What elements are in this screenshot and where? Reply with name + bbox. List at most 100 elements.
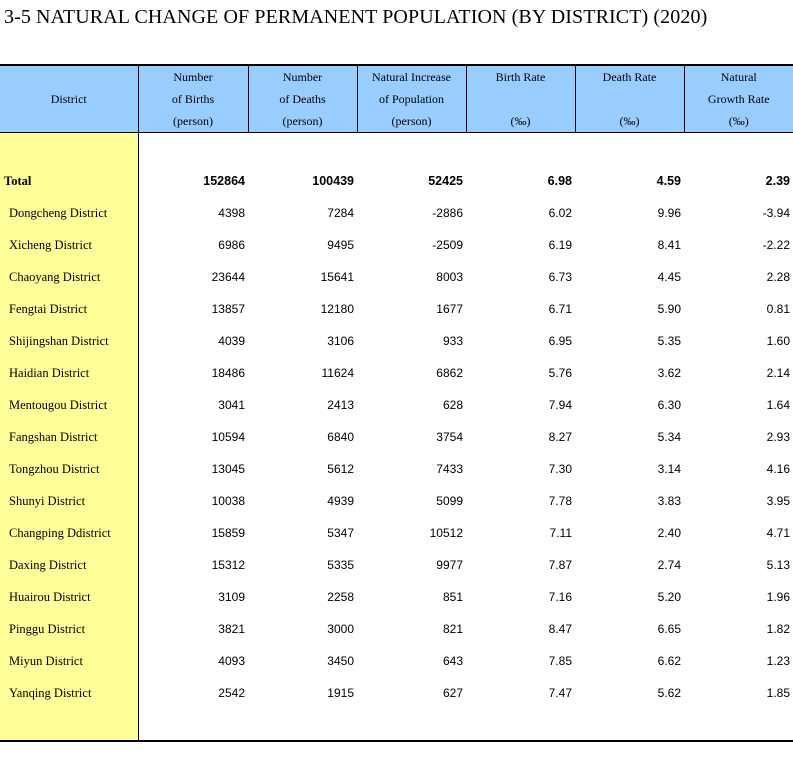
cell-deaths: 7284 xyxy=(327,206,354,220)
cell-increase: -2509 xyxy=(432,238,463,252)
cell-increase: 1677 xyxy=(436,302,463,316)
cell-deaths: 3450 xyxy=(327,654,354,668)
cell-increase: 851 xyxy=(442,590,463,604)
column-header-line: District xyxy=(50,92,87,106)
cell-births: 152864 xyxy=(203,174,245,188)
cell-births: 3041 xyxy=(218,398,245,412)
table-row: Miyun District 4093 3450 643 7.85 6.62 1.23 xyxy=(0,645,793,677)
table-row: Pinggu District 3821 3000 821 8.47 6.65 1.82 xyxy=(0,613,793,645)
cell-deaths: 15641 xyxy=(320,270,354,284)
cell-growth-rate: 1.23 xyxy=(766,654,790,668)
cell-district: Changping Ddistrict xyxy=(0,517,139,549)
column-header-line: (person) xyxy=(282,114,323,128)
cell-district: Fengtai District xyxy=(0,293,139,325)
table-row: Mentougou District 3041 2413 628 7.94 6.30 1.6… xyxy=(0,389,793,421)
cell-growth-rate: 4.16 xyxy=(766,462,790,476)
table-row: Changping Ddistrict 15859 5347 10512 7.11 2.4… xyxy=(0,517,793,549)
cell-death-rate: 2.40 xyxy=(657,526,681,540)
column-header-line: Growth Rate xyxy=(707,92,770,106)
cell-birth-rate: 6.02 xyxy=(548,206,572,220)
cell-birth-rate: 6.95 xyxy=(548,334,572,348)
cell-births: 4093 xyxy=(218,654,245,668)
cell-birth-rate: 7.30 xyxy=(548,462,572,476)
column-header-line: (person) xyxy=(391,114,432,128)
spacer-cell xyxy=(684,133,793,166)
cell-births: 23644 xyxy=(211,270,245,284)
table-body: Total 152864 100439 52425 6.98 4.59 2.39 Dongch… xyxy=(0,132,793,742)
cell-death-rate: 5.34 xyxy=(657,430,681,444)
cell-growth-rate: 5.13 xyxy=(766,558,790,572)
cell-births: 4039 xyxy=(218,334,245,348)
table-row: Daxing District 15312 5335 9977 7.87 2.74 5.13 xyxy=(0,549,793,581)
cell-increase: 3754 xyxy=(436,430,463,444)
spacer-cell xyxy=(0,132,139,165)
cell-birth-rate: 6.98 xyxy=(547,174,572,188)
cell-death-rate: 5.20 xyxy=(657,590,681,604)
cell-increase: 6862 xyxy=(436,366,463,380)
table-row: Tongzhou District 13045 5612 7433 7.30 3.14 4.… xyxy=(0,453,793,485)
cell-district: Tongzhou District xyxy=(0,453,139,485)
cell-increase: 643 xyxy=(442,654,463,668)
cell-births: 10594 xyxy=(211,430,245,444)
cell-district: Daxing District xyxy=(0,549,139,581)
cell-deaths: 6840 xyxy=(327,430,354,444)
cell-increase: -2886 xyxy=(432,206,463,220)
cell-death-rate: 2.74 xyxy=(657,558,681,572)
cell-deaths: 100439 xyxy=(312,174,354,188)
cell-growth-rate: 2.39 xyxy=(765,174,790,188)
spacer-cell xyxy=(0,709,139,742)
cell-growth-rate: 1.85 xyxy=(766,686,790,700)
cell-death-rate: 4.45 xyxy=(657,270,681,284)
column-header-line: Death Rate xyxy=(602,70,657,84)
cell-birth-rate: 8.27 xyxy=(548,430,572,444)
cell-birth-rate: 6.71 xyxy=(548,302,572,316)
cell-birth-rate: 6.73 xyxy=(548,270,572,284)
cell-birth-rate: 7.16 xyxy=(548,590,572,604)
cell-deaths: 5335 xyxy=(327,558,354,572)
spacer-cell xyxy=(248,133,357,166)
column-header-line: (‰) xyxy=(728,114,749,128)
spacer-row xyxy=(0,132,793,166)
column-header-line: of Births xyxy=(171,92,215,106)
column-header-line xyxy=(576,88,684,110)
column-header-line xyxy=(467,88,575,110)
cell-growth-rate: 2.93 xyxy=(766,430,790,444)
cell-death-rate: 4.59 xyxy=(656,174,681,188)
cell-death-rate: 3.83 xyxy=(657,494,681,508)
total-row: Total 152864 100439 52425 6.98 4.59 2.39 xyxy=(0,165,793,197)
cell-growth-rate: 1.82 xyxy=(766,622,790,636)
cell-death-rate: 6.62 xyxy=(657,654,681,668)
cell-births: 18486 xyxy=(211,366,245,380)
table-row: Xicheng District 6986 9495 -2509 6.19 8.41 -2.… xyxy=(0,229,793,261)
cell-births: 10038 xyxy=(211,494,245,508)
cell-deaths: 5347 xyxy=(327,526,354,540)
cell-birth-rate: 6.19 xyxy=(548,238,572,252)
cell-growth-rate: -3.94 xyxy=(762,206,790,220)
cell-births: 15312 xyxy=(211,558,245,572)
spacer-cell xyxy=(466,709,575,742)
column-header-line: Natural Increase xyxy=(372,70,451,84)
cell-births: 13857 xyxy=(211,302,245,316)
cell-increase: 8003 xyxy=(436,270,463,284)
column-header-line: Number xyxy=(173,70,213,84)
cell-district: Mentougou District xyxy=(0,389,139,421)
cell-deaths: 9495 xyxy=(327,238,354,252)
column-header-line: Birth Rate xyxy=(495,70,546,84)
cell-increase: 7433 xyxy=(436,462,463,476)
spacer-cell xyxy=(357,709,466,742)
cell-death-rate: 9.96 xyxy=(657,206,681,220)
spacer-cell xyxy=(575,709,684,742)
population-table: District Number of Births (person) Number of … xyxy=(0,64,793,742)
cell-growth-rate: 2.14 xyxy=(766,366,790,380)
cell-growth-rate: 1.60 xyxy=(766,334,790,348)
cell-deaths: 2413 xyxy=(327,398,354,412)
cell-district: Total xyxy=(0,165,139,197)
cell-growth-rate: 1.96 xyxy=(766,590,790,604)
page-title: 3-5 NATURAL CHANGE OF PERMANENT POPULATI… xyxy=(4,6,708,28)
cell-birth-rate: 8.47 xyxy=(548,622,572,636)
cell-birth-rate: 7.85 xyxy=(548,654,572,668)
column-header-death-rate: Death Rate (‰) xyxy=(574,64,684,133)
table-row: Shijingshan District 4039 3106 933 6.95 5.35 1… xyxy=(0,325,793,357)
cell-district: Huairou District xyxy=(0,581,139,613)
cell-growth-rate: 1.64 xyxy=(766,398,790,412)
